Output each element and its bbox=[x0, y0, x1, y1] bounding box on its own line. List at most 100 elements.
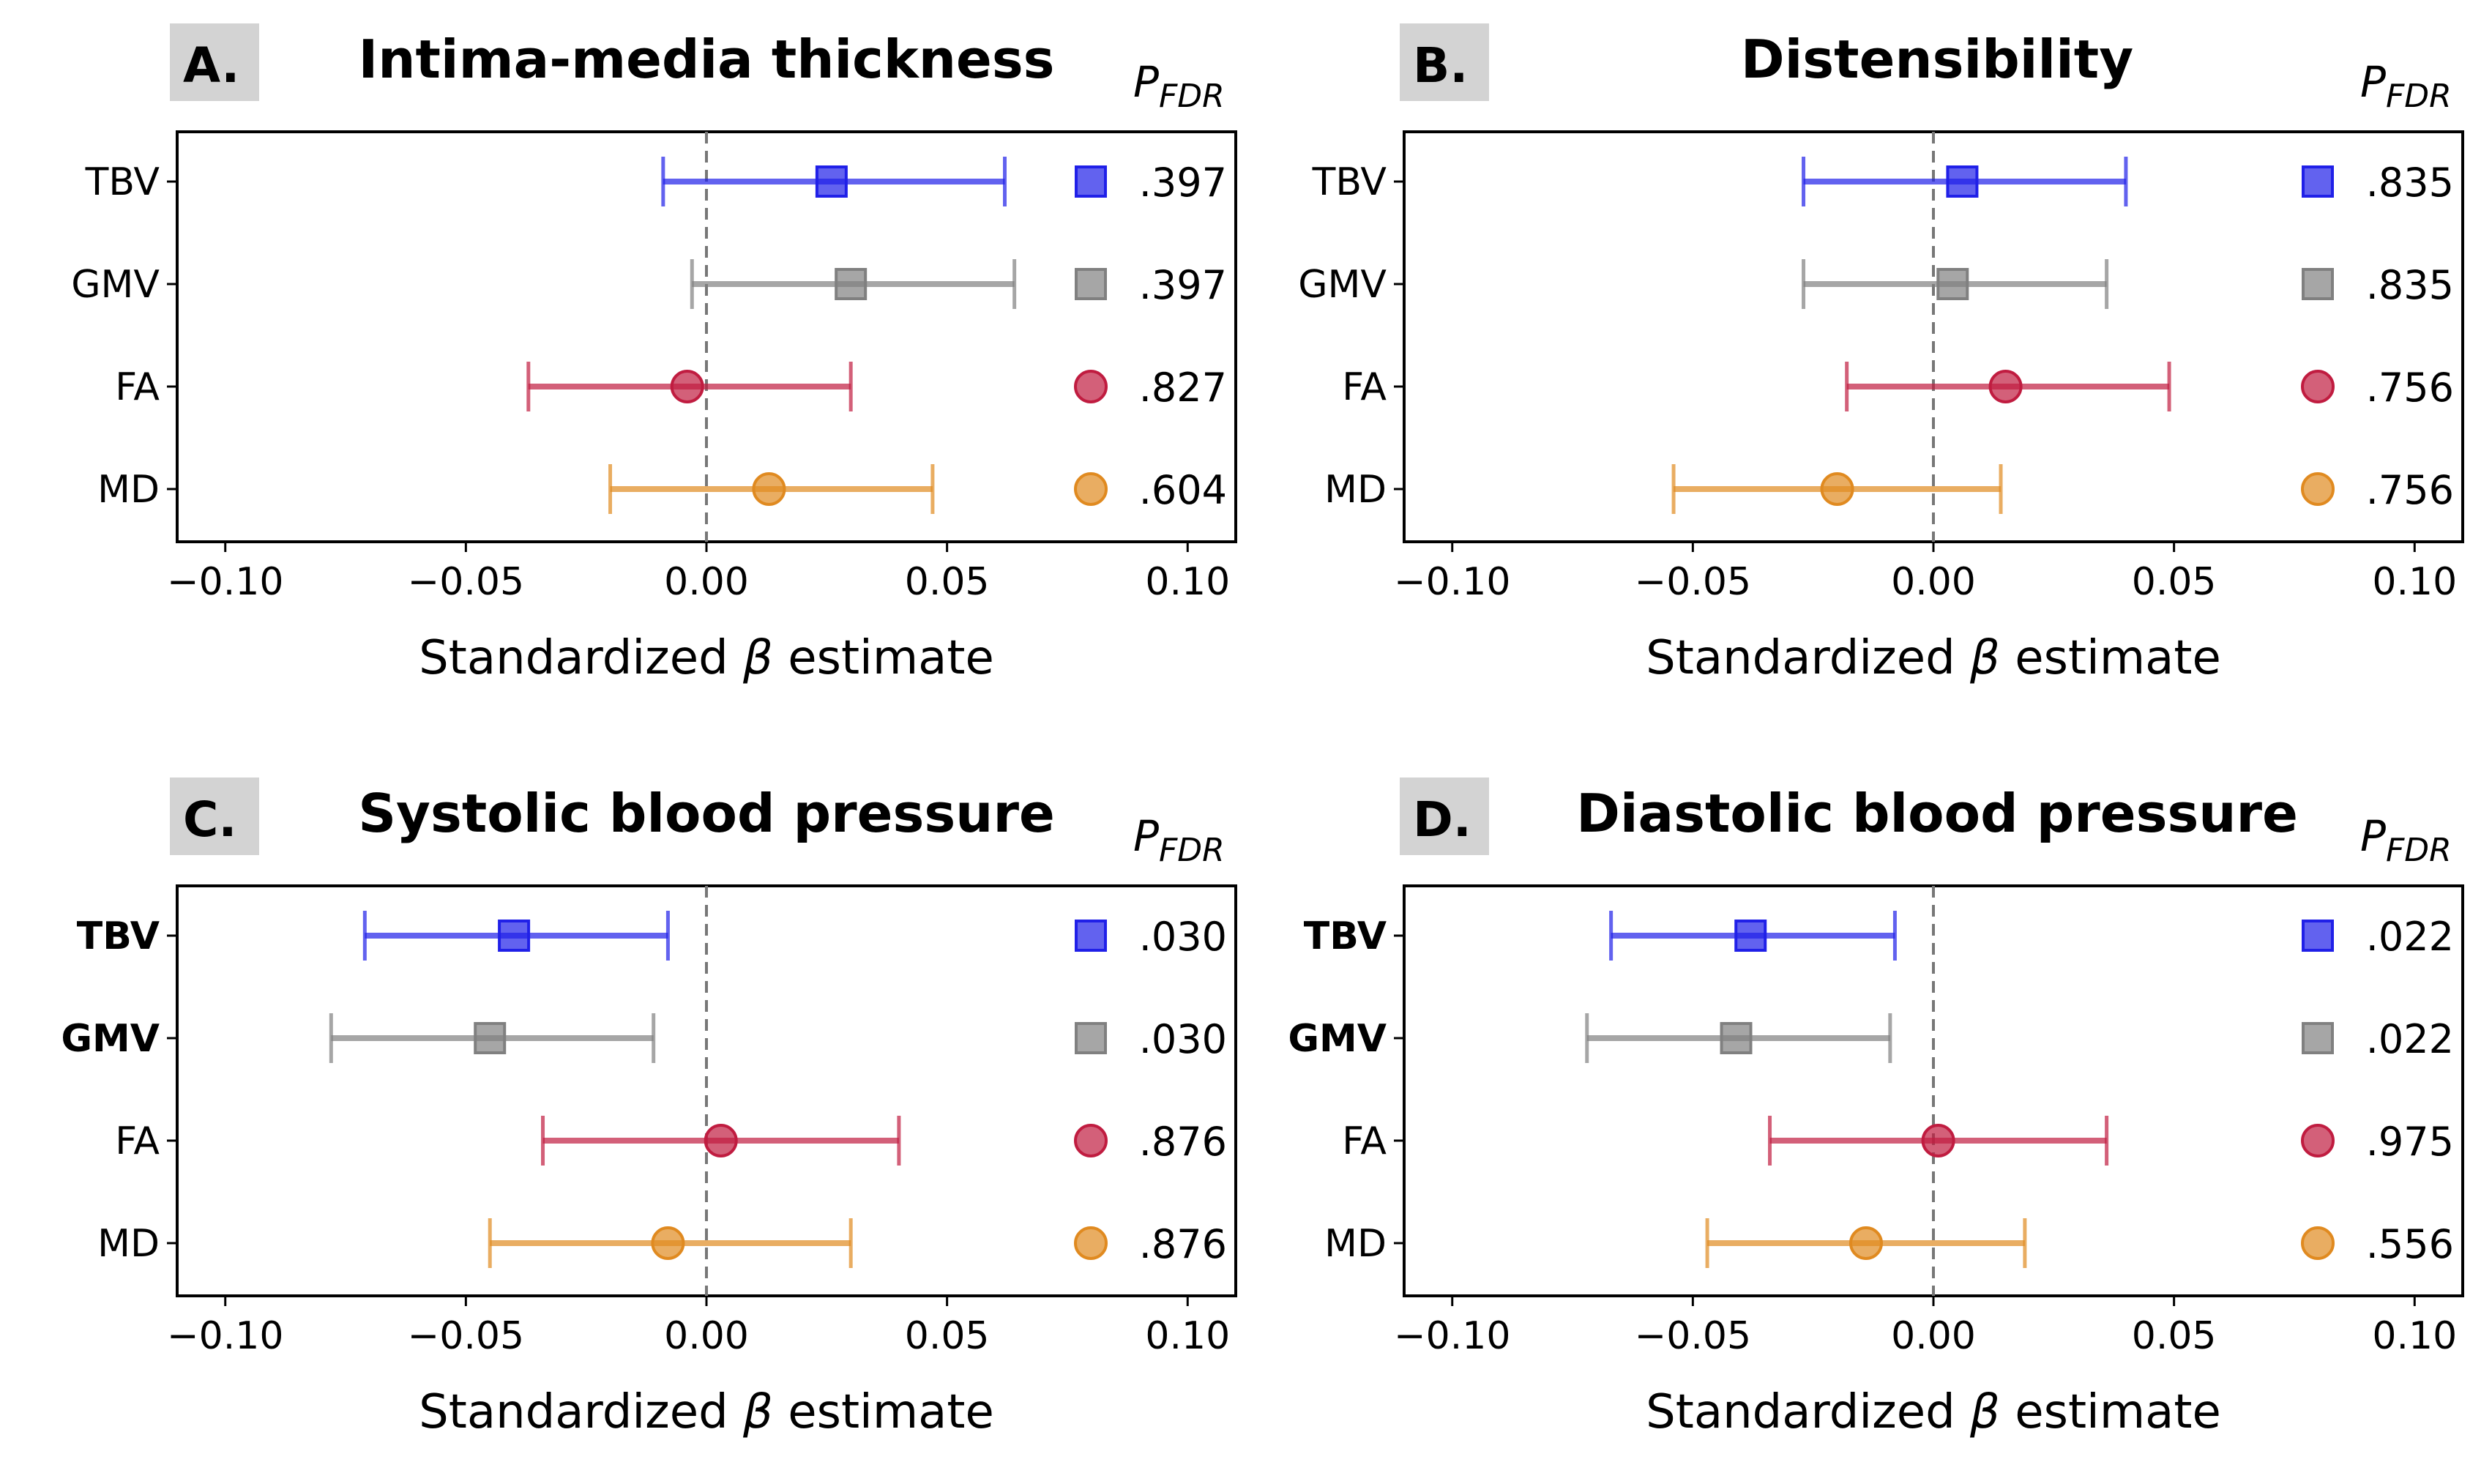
p-value: .827 bbox=[1139, 365, 1227, 411]
point-estimate bbox=[474, 1022, 507, 1054]
p-value-marker bbox=[2301, 1226, 2335, 1260]
x-tick-label: −0.05 bbox=[1635, 1314, 1751, 1358]
x-tick-label: 0.00 bbox=[664, 560, 749, 604]
p-value-marker bbox=[1074, 1226, 1108, 1260]
row-fa: FA .756 bbox=[1342, 362, 2454, 411]
p-value-marker bbox=[2301, 1124, 2335, 1157]
row-fa: FA .876 bbox=[115, 1116, 1227, 1166]
panel-title: Diastolic blood pressure bbox=[1576, 783, 2298, 844]
row-tbv: TBV .835 bbox=[1312, 157, 2454, 206]
panel-c: C. Systolic blood pressure PFDR −0.10 −0.05 0… bbox=[61, 778, 1237, 1439]
panel-title: Distensibility bbox=[1741, 29, 2133, 90]
p-value-marker bbox=[2302, 1022, 2334, 1054]
y-tick-label: TBV bbox=[77, 914, 160, 958]
panel-label-box bbox=[170, 23, 259, 101]
y-tick-label: FA bbox=[115, 1119, 160, 1163]
row-tbv: TBV .397 bbox=[85, 157, 1227, 206]
panel-title: Intima-media thickness bbox=[358, 29, 1054, 90]
x-tick-label: 0.10 bbox=[2372, 560, 2457, 604]
y-tick-label: FA bbox=[1342, 365, 1387, 409]
p-value: .030 bbox=[1139, 1016, 1227, 1062]
p-value: .876 bbox=[1139, 1119, 1227, 1165]
p-value: .030 bbox=[1139, 914, 1227, 960]
row-fa: FA .975 bbox=[1342, 1116, 2454, 1166]
row-md: MD .556 bbox=[1324, 1218, 2454, 1268]
x-tick-label: −0.10 bbox=[167, 560, 283, 604]
panel-d: D. Diastolic blood pressure PFDR −0.10 −0.05… bbox=[1288, 778, 2464, 1439]
point-estimate bbox=[1988, 370, 2023, 403]
x-tick-label: 0.00 bbox=[664, 1314, 749, 1358]
point-estimate bbox=[651, 1226, 685, 1260]
p-value-marker bbox=[2301, 370, 2335, 403]
p-value: .604 bbox=[1139, 467, 1227, 513]
panel-label: D. bbox=[1413, 791, 1471, 848]
p-value-marker bbox=[2301, 472, 2335, 506]
y-tick-label: GMV bbox=[1298, 263, 1387, 307]
p-value-marker bbox=[1074, 472, 1108, 506]
x-axis-label: Standardized β estimate bbox=[419, 631, 994, 685]
row-fa: FA .827 bbox=[115, 362, 1227, 411]
x-tick-label: −0.10 bbox=[1394, 560, 1510, 604]
panel-label: C. bbox=[183, 791, 237, 848]
p-value-marker bbox=[2302, 920, 2334, 952]
p-value: .835 bbox=[2366, 262, 2454, 308]
x-tick-label: 0.05 bbox=[905, 560, 990, 604]
p-value: .397 bbox=[1139, 262, 1227, 308]
panel-title: Systolic blood pressure bbox=[358, 783, 1055, 844]
x-axis-label: Standardized β estimate bbox=[419, 1385, 994, 1439]
p-fdr-header: PFDR bbox=[2360, 811, 2452, 869]
row-gmv: GMV .397 bbox=[71, 259, 1227, 309]
p-value-marker bbox=[1075, 268, 1107, 300]
p-value-marker bbox=[2302, 165, 2334, 198]
p-value: .022 bbox=[2366, 1016, 2454, 1062]
y-tick-label: GMV bbox=[1288, 1017, 1387, 1061]
point-estimate bbox=[704, 1124, 738, 1157]
row-tbv: TBV .030 bbox=[77, 911, 1227, 961]
y-tick-label: TBV bbox=[1312, 160, 1387, 204]
x-tick-label: 0.10 bbox=[1145, 1314, 1230, 1358]
p-fdr-header: PFDR bbox=[2360, 57, 2452, 115]
x-tick-label: 0.00 bbox=[1891, 1314, 1976, 1358]
point-estimate bbox=[835, 268, 868, 300]
point-estimate bbox=[1820, 472, 1854, 506]
y-tick-label: TBV bbox=[1304, 914, 1387, 958]
point-estimate bbox=[498, 920, 531, 952]
x-tick-label: 0.05 bbox=[2132, 1314, 2217, 1358]
point-estimate bbox=[1849, 1226, 1883, 1260]
point-estimate bbox=[752, 472, 786, 506]
p-fdr-header: PFDR bbox=[1133, 811, 1225, 869]
y-tick-label: TBV bbox=[85, 160, 160, 204]
point-estimate bbox=[670, 370, 704, 403]
panel-label-box bbox=[1400, 23, 1489, 101]
y-tick-label: MD bbox=[97, 1222, 160, 1266]
p-value: .835 bbox=[2366, 160, 2454, 206]
p-value: .397 bbox=[1139, 160, 1227, 206]
row-tbv: TBV .022 bbox=[1304, 911, 2454, 961]
row-md: MD .876 bbox=[97, 1218, 1227, 1268]
x-tick-label: 0.05 bbox=[905, 1314, 990, 1358]
point-estimate bbox=[1921, 1124, 1955, 1157]
row-gmv: GMV .835 bbox=[1298, 259, 2454, 309]
p-value-marker bbox=[1075, 920, 1107, 952]
y-tick-label: FA bbox=[115, 365, 160, 409]
point-estimate bbox=[1734, 920, 1767, 952]
p-value: .756 bbox=[2366, 365, 2454, 411]
p-value: .876 bbox=[1139, 1221, 1227, 1267]
p-fdr-header: PFDR bbox=[1133, 57, 1225, 115]
p-value-marker bbox=[1074, 1124, 1108, 1157]
panel-b: B. Distensibility PFDR −0.10 −0.05 0.00 0.05 0.… bbox=[1298, 23, 2464, 685]
row-gmv: GMV .022 bbox=[1288, 1013, 2454, 1063]
x-axis-label: Standardized β estimate bbox=[1646, 1385, 2221, 1439]
y-tick-label: FA bbox=[1342, 1119, 1387, 1163]
point-estimate bbox=[815, 165, 848, 198]
point-estimate bbox=[1936, 268, 1969, 300]
point-estimate bbox=[1946, 165, 1979, 198]
row-gmv: GMV .030 bbox=[61, 1013, 1227, 1063]
y-tick-label: GMV bbox=[71, 263, 160, 307]
y-tick-label: MD bbox=[97, 468, 160, 512]
panel-label: A. bbox=[183, 37, 239, 94]
p-value: .022 bbox=[2366, 914, 2454, 960]
x-tick-label: −0.05 bbox=[1635, 560, 1751, 604]
x-axis-label: Standardized β estimate bbox=[1646, 631, 2221, 685]
